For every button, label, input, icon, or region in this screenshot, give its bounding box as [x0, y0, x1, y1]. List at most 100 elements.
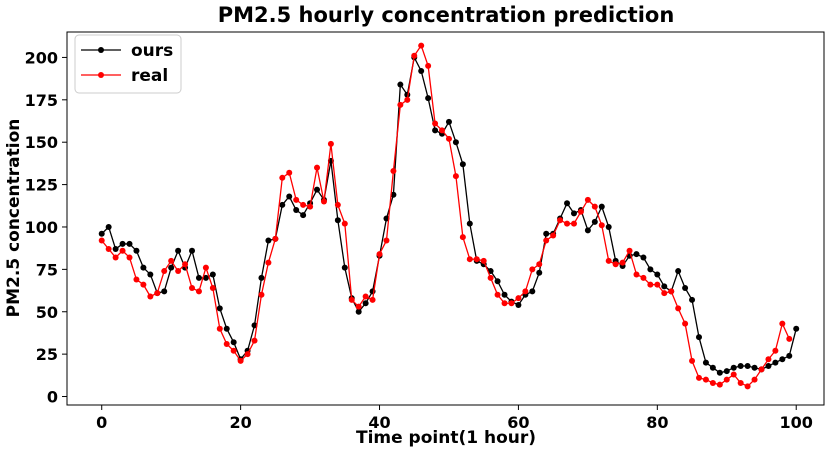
data-point-ours [202, 274, 209, 281]
data-point-ours [584, 227, 591, 234]
data-point-ours [195, 274, 202, 281]
data-point-real [612, 261, 619, 268]
series-line-real [101, 44, 790, 388]
y-tick-label: 150 [25, 133, 58, 152]
data-point-real [133, 276, 140, 283]
data-point-real [140, 281, 147, 288]
data-point-real [633, 271, 640, 278]
legend-label-real: real [131, 66, 168, 86]
data-point-real [459, 234, 466, 241]
data-point-real [716, 381, 723, 388]
data-point-real [730, 371, 737, 378]
data-point-real [702, 376, 709, 383]
data-point-real [300, 201, 307, 208]
data-point-ours [689, 296, 696, 303]
data-point-real [689, 357, 696, 364]
data-point-ours [314, 186, 321, 193]
data-point-real [564, 220, 571, 227]
data-point-ours [695, 334, 702, 341]
data-point-real [425, 62, 432, 69]
data-point-real [348, 296, 355, 303]
data-point-ours [341, 264, 348, 271]
data-point-ours [189, 247, 196, 254]
data-point-real [577, 208, 584, 215]
data-point-ours [730, 364, 737, 371]
data-point-ours [112, 246, 119, 253]
series-ours [98, 54, 800, 376]
data-point-real [466, 256, 473, 263]
data-point-ours [570, 210, 577, 217]
data-point-real [223, 340, 230, 347]
data-point-real [709, 379, 716, 386]
data-point-ours [654, 271, 661, 278]
data-point-ours [119, 240, 126, 247]
data-point-ours [793, 325, 800, 332]
data-point-real [737, 379, 744, 386]
data-point-real [286, 169, 293, 176]
y-tick-label: 200 [25, 48, 58, 67]
data-point-ours [598, 203, 605, 210]
data-point-ours [452, 139, 459, 146]
data-point-real [584, 196, 591, 203]
x-tick-label: 20 [229, 413, 251, 432]
data-point-real [550, 232, 557, 239]
data-point-real [279, 174, 286, 181]
data-point-ours [147, 271, 154, 278]
x-tick-label: 80 [646, 413, 668, 432]
data-point-ours [772, 359, 779, 366]
data-point-real [480, 257, 487, 264]
data-point-real [334, 201, 341, 208]
data-point-ours [640, 254, 647, 261]
data-point-real [98, 237, 105, 244]
data-point-real [251, 337, 258, 344]
data-point-ours [265, 237, 272, 244]
data-point-real [418, 42, 425, 49]
data-point-ours [98, 230, 105, 237]
y-tick-label: 125 [25, 176, 58, 195]
data-point-ours [536, 269, 543, 276]
data-point-real [314, 164, 321, 171]
data-point-real [661, 290, 668, 297]
data-point-ours [543, 230, 550, 237]
data-point-real [445, 135, 452, 142]
data-point-real [452, 173, 459, 180]
data-point-real [744, 383, 751, 390]
data-point-real [668, 288, 675, 295]
data-point-real [626, 247, 633, 254]
y-tick-label: 100 [25, 218, 58, 237]
data-point-ours [390, 191, 397, 198]
data-point-real [487, 274, 494, 281]
data-point-real [501, 300, 508, 307]
data-point-real [570, 220, 577, 227]
data-point-real [175, 268, 182, 275]
data-point-ours [647, 266, 654, 273]
data-point-real [439, 127, 446, 134]
data-point-real [473, 256, 480, 263]
x-axis-label: Time point(1 hour) [356, 428, 536, 448]
data-point-ours [300, 212, 307, 219]
data-point-ours [494, 278, 501, 285]
data-point-real [355, 303, 362, 310]
data-point-real [168, 257, 175, 264]
data-point-real [605, 257, 612, 264]
data-point-ours [286, 193, 293, 200]
data-point-ours [223, 325, 230, 332]
data-point-ours [445, 118, 452, 125]
data-point-real [515, 295, 522, 302]
data-point-real [772, 347, 779, 354]
y-tick-label: 75 [36, 260, 58, 279]
data-point-real [536, 261, 543, 268]
data-point-ours [605, 223, 612, 230]
data-point-real [362, 293, 369, 300]
data-point-ours [709, 364, 716, 371]
data-point-ours [716, 369, 723, 376]
data-point-real [369, 296, 376, 303]
data-point-real [154, 290, 161, 297]
data-point-real [376, 251, 383, 258]
data-point-ours [355, 308, 362, 315]
data-point-real [591, 203, 598, 210]
data-point-real [202, 264, 209, 271]
y-axis: 0 25 50 75 100 125 150 175 200 [25, 48, 67, 407]
data-point-real [161, 268, 168, 275]
